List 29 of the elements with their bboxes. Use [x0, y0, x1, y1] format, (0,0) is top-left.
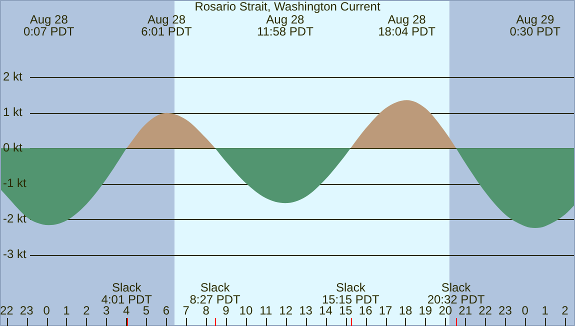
x-tick-label: 11 [260, 303, 272, 318]
x-tick-label: 17 [378, 303, 393, 318]
y-tick-label: 2 kt [3, 69, 24, 84]
y-tick-label: 0 kt [3, 140, 24, 154]
x-tick-label: 2 [83, 303, 90, 318]
x-tick-label: 23 [20, 303, 34, 318]
x-tick-label: 10 [239, 303, 253, 318]
x-tick-label: 1 [63, 303, 70, 318]
x-tick-label: 18 [398, 303, 412, 318]
annotation: Aug 28 11:58 PDT [256, 12, 314, 38]
chart-title: Rosario Strait, Washington Current [194, 0, 381, 14]
x-tick-label: 23 [498, 303, 512, 318]
x-tick-label: 1 [542, 303, 549, 318]
x-tick-label: 0 [522, 303, 529, 318]
x-tick-label: 6 [162, 303, 170, 318]
x-tick-label: 7 [182, 303, 190, 318]
y-tick-label: -1 kt [3, 176, 28, 190]
annotation: Aug 28 6:01 PDT [141, 12, 193, 38]
y-tick-label: 1 kt [3, 104, 24, 119]
y-tick-label: -2 kt [3, 211, 28, 226]
x-tick-label: 12 [279, 303, 293, 318]
annotation: Aug 29 0:30 PDT [510, 12, 562, 38]
x-tick-label: 22 [0, 303, 14, 318]
annotation: Aug 28 0:07 PDT [24, 12, 75, 38]
x-tick-label: 13 [299, 303, 313, 318]
x-tick-label: 0 [43, 303, 50, 318]
y-tick-label: -3 kt [3, 246, 28, 261]
x-tick-label: 2 [562, 303, 569, 318]
annotation: Aug 28 18:04 PDT [378, 12, 436, 38]
